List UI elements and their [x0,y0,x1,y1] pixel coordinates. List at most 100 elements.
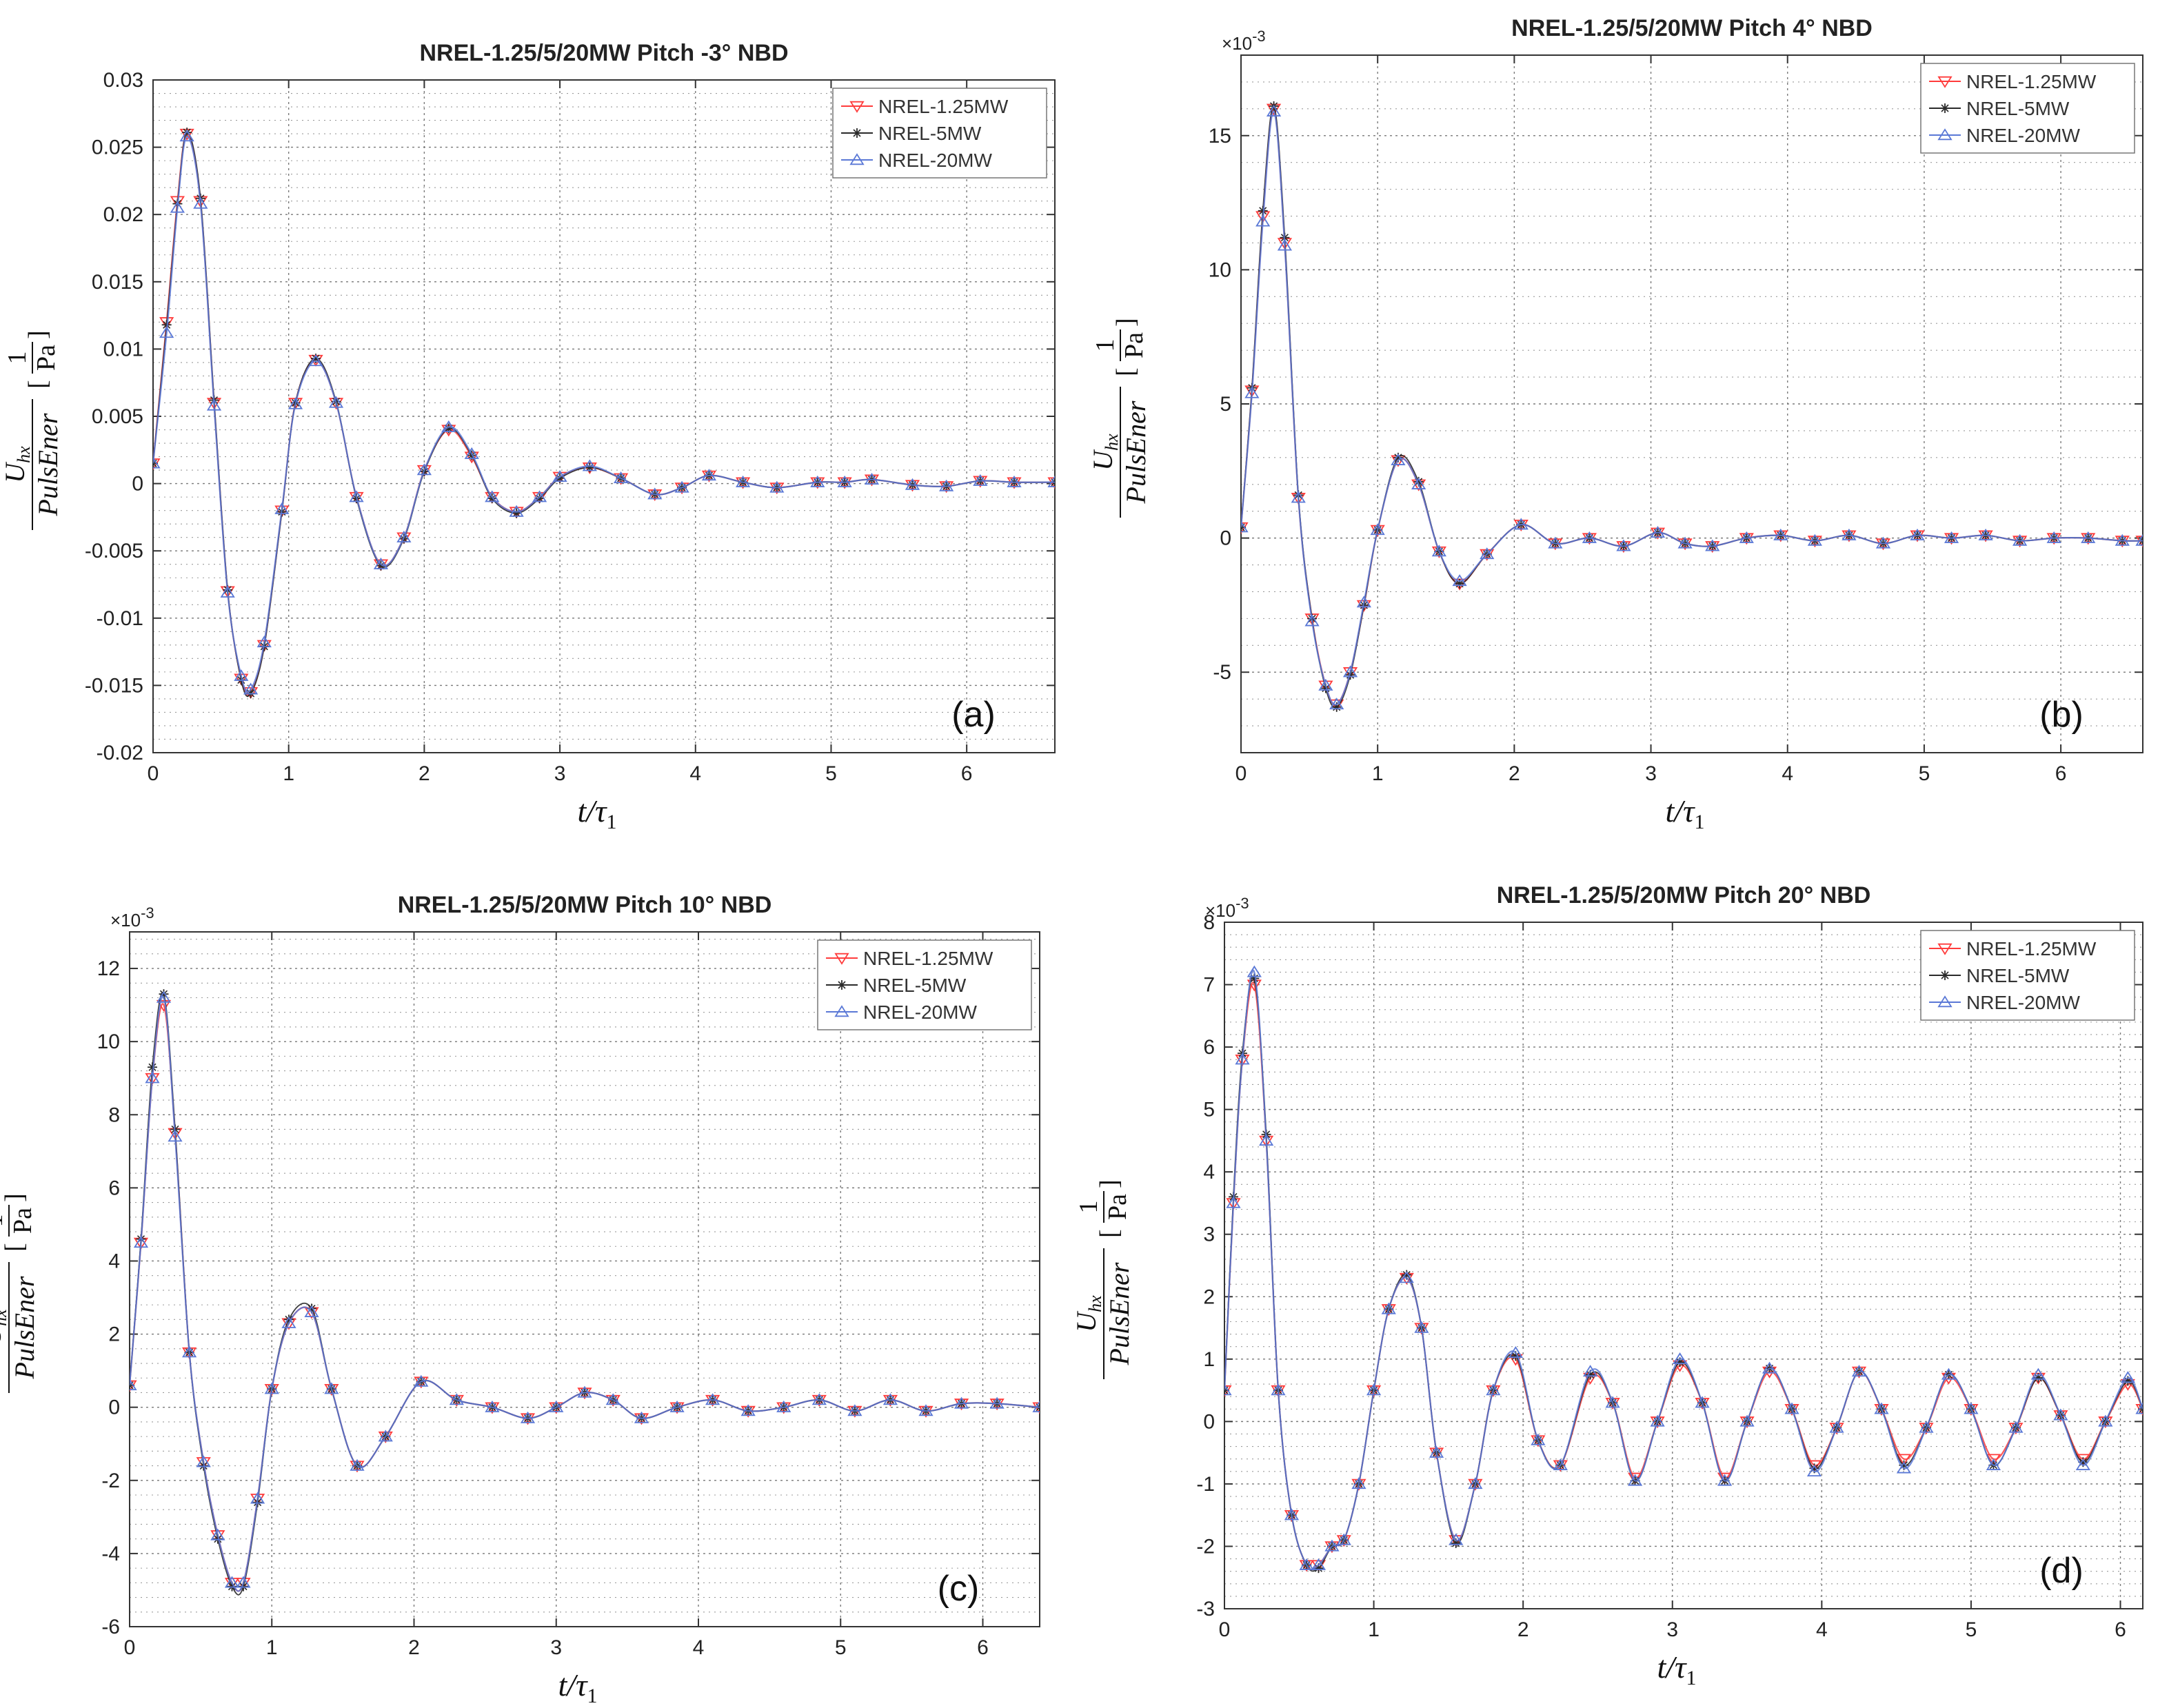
y-label-units-bottom: Pa [8,1208,37,1234]
data-point [2135,533,2143,546]
series-markers-nrel-20mw [153,130,1055,695]
legend-entry: NREL-5MW [1966,98,2070,119]
x-tick-label: 5 [825,762,837,785]
y-tick-label: 0.005 [92,405,143,428]
data-point [1896,1461,1912,1474]
data-point [1291,491,1306,503]
data-point [1007,475,1022,487]
data-point-d2 [1259,207,1267,215]
legend-entry: NREL-5MW [1966,965,2070,986]
y-tick-label: 5 [1220,393,1231,416]
data-point [2030,1368,2046,1380]
data-point [918,1404,934,1416]
data-point-d2 [2139,1408,2143,1413]
y-tick-label: 4 [1203,1161,1215,1183]
data-point [1941,1368,1957,1380]
y-label-bracket-close: ] [23,330,52,339]
legend-marker-d2 [1941,971,1949,979]
legend-entry: NREL-20MW [1966,125,2080,146]
legend-entry: NREL-1.25MW [1966,938,2097,959]
y-tick-label: 0.025 [92,136,143,159]
y-tick-label: -4 [101,1543,120,1565]
y-exponent-power: -3 [1252,28,1266,45]
y-tick-label: 2 [108,1323,120,1346]
data-point [196,1455,211,1467]
data-point [308,354,323,367]
data-point [179,130,194,142]
data-point [1583,1365,1598,1377]
y-label-numerator: Uhx [1087,434,1122,471]
data-point [485,491,500,504]
x-tick-label: 3 [554,762,566,785]
x-tick-label: 3 [1645,762,1657,785]
data-point [549,1400,564,1412]
data-point [1553,1458,1568,1470]
y-tick-label: 4 [108,1250,120,1272]
data-point [1784,1402,1799,1414]
legend-marker [837,980,847,990]
data-point [1717,1474,1733,1486]
data-point [740,1404,756,1416]
data-point [287,397,303,409]
data-point [156,990,172,1003]
data-point-d2 [1051,481,1055,487]
data-point [776,1400,791,1412]
data-point [170,201,185,213]
x-tick-label: 1 [1368,1618,1380,1641]
data-point-d2 [1676,1358,1684,1366]
data-point [193,196,208,209]
legend-marker [852,128,862,138]
data-point [1342,665,1358,678]
y-label-units-bottom: Pa [32,345,61,371]
data-point [170,196,185,208]
x-tick-label: 2 [1517,1618,1529,1641]
data-point [1672,1352,1688,1365]
data-point [1548,536,1563,549]
legend-marker-d2 [853,129,861,137]
data-point [1842,528,1857,540]
legend-entry: NREL-1.25MW [878,96,1009,117]
y-label-units-bottom: Pa [1103,1194,1132,1220]
data-point [2053,1408,2068,1421]
chart-title: NREL-1.25/5/20MW Pitch 10° NBD [398,892,772,918]
data-point [328,396,344,408]
x-tick-label: 4 [1816,1618,1828,1641]
data-point [373,557,389,569]
series-line-nrel-20mw [153,135,1055,693]
data-point [2046,531,2061,543]
data-point [156,999,172,1012]
data-point [234,669,249,681]
legend-marker [1940,970,1950,980]
data-point [2120,1371,2135,1383]
data-point [449,1393,464,1405]
y-tick-label: 10 [1209,258,1231,281]
y-tick-label: 6 [1203,1036,1215,1059]
data-point [674,480,689,493]
y-tick-label: 0 [1220,527,1231,550]
tick-labels: 0 1 2 3 4 5 6 -3 -2 -1 0 1 2 3 4 5 6 7 8 [1196,911,2143,1641]
y-label-bracket-open: [ [0,1243,29,1252]
chart-title: NREL-1.25/5/20MW Pitch 20° NBD [1497,882,1871,908]
y-tick-label: 0.01 [103,338,143,360]
x-tick-label: 1 [283,762,294,785]
x-axis-label-subscript: 1 [1686,1667,1697,1689]
data-point [1695,1396,1710,1408]
data-point [1650,1414,1665,1427]
legend-marker-d2 [1941,104,1949,112]
data-point [1318,678,1333,691]
y-label-bracket-open: [ [1095,1229,1124,1238]
data-point-d2 [1333,703,1341,711]
series-line-nrel-20mw [1241,110,2143,706]
data-point [349,491,364,504]
data-point [582,459,597,471]
x-tick-label: 0 [1219,1618,1231,1641]
y-tick-label: 10 [97,1030,120,1053]
legend-marker [1940,103,1950,113]
data-point [705,1393,720,1405]
data-point [1508,1345,1523,1358]
data-point [2081,531,2096,543]
data-point [1411,477,1426,489]
data-point [1896,1454,1912,1466]
